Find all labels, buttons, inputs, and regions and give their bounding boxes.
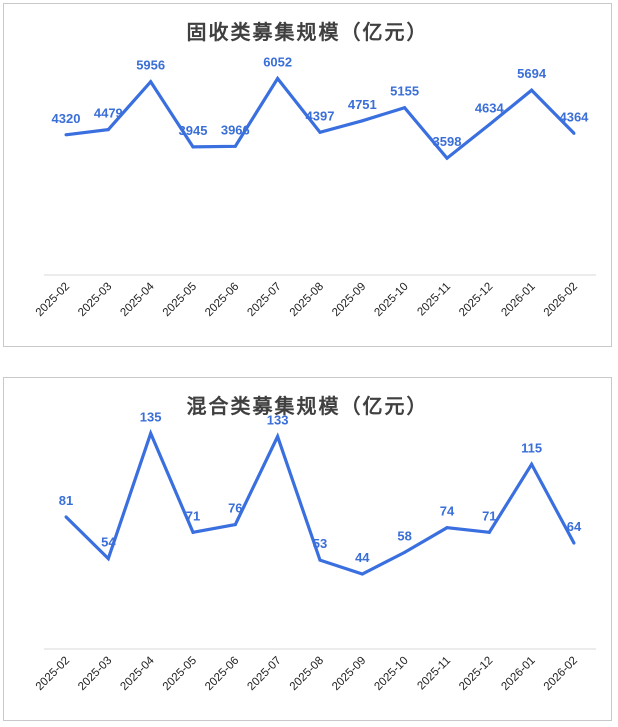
x-tick-label: 2025-06 (203, 655, 241, 693)
data-point (360, 572, 364, 576)
data-point (403, 550, 407, 554)
fixed-income-chart-panel: 固收类募集规模（亿元） 4320 4479 5956 3945 3966 6052 4397… (3, 3, 612, 347)
x-tick-label: 2025-10 (372, 281, 410, 319)
fixed-income-line-chart: 4320 4479 5956 3945 3966 6052 4397 4751 5155 3598… (34, 55, 596, 319)
data-label: 4320 (52, 111, 81, 126)
x-tick-label: 2025-11 (415, 281, 453, 319)
data-label: 4364 (559, 109, 589, 124)
x-tick-label: 2025-02 (34, 281, 72, 319)
data-label: 3945 (179, 123, 208, 138)
x-tick-label: 2025-12 (457, 655, 495, 693)
data-point (64, 133, 68, 137)
x-tick-label: 2025-05 (161, 655, 199, 693)
x-tick-label: 2025-02 (34, 655, 72, 693)
series-line (64, 428, 576, 576)
data-point (276, 77, 280, 81)
data-label: 71 (186, 508, 200, 523)
data-label: 4479 (94, 106, 123, 121)
x-tick-label: 2025-12 (457, 281, 495, 319)
data-label: 53 (313, 536, 327, 551)
data-point (487, 530, 491, 534)
x-tick-label: 2025-07 (245, 281, 283, 319)
data-label: 64 (567, 519, 582, 534)
data-label: 5155 (390, 84, 419, 99)
x-tick-label: 2025-03 (76, 281, 114, 319)
data-label: 4751 (348, 97, 377, 112)
data-label: 54 (101, 535, 116, 550)
data-point (318, 558, 322, 562)
x-tick-label: 2025-04 (118, 654, 157, 693)
x-tick-label: 2025-11 (415, 655, 453, 693)
chart-title: 混合类募集规模（亿元） (186, 394, 429, 418)
x-tick-label: 2025-08 (288, 281, 326, 319)
data-point (191, 145, 195, 149)
mixed-chart-panel: 混合类募集规模（亿元） 81 54 135 71 76 133 53 44 58 74 71 115 6… (3, 377, 612, 721)
x-tick-label: 2025-09 (330, 281, 368, 319)
x-tick-label: 2025-04 (118, 280, 157, 319)
data-label: 6052 (263, 55, 292, 70)
data-point (149, 431, 153, 435)
x-tick-label: 2025-09 (330, 655, 368, 693)
data-label: 115 (521, 440, 542, 455)
data-point (191, 530, 195, 534)
data-label: 44 (355, 550, 370, 565)
data-label: 3966 (221, 122, 250, 137)
data-label: 81 (59, 493, 73, 508)
data-point (233, 523, 237, 527)
x-tick-label: 2026-02 (542, 281, 580, 319)
data-point (149, 80, 153, 84)
data-point (360, 119, 364, 123)
data-label: 5694 (517, 66, 547, 81)
data-label: 4397 (306, 108, 335, 123)
data-point (403, 106, 407, 110)
data-point (572, 131, 576, 135)
data-label: 5956 (136, 58, 165, 73)
data-point (445, 156, 449, 160)
x-tick-label: 2025-08 (288, 655, 326, 693)
data-label: 135 (140, 409, 162, 424)
data-point (64, 515, 68, 519)
data-point (530, 462, 534, 466)
data-label: 58 (397, 528, 411, 543)
data-point (106, 557, 110, 561)
x-tick-label: 2025-10 (372, 655, 410, 693)
data-point (106, 128, 110, 132)
data-point (276, 435, 280, 439)
chart-title: 固收类募集规模（亿元） (186, 20, 429, 44)
data-point (487, 123, 491, 127)
x-tick-label: 2025-07 (245, 655, 283, 693)
data-label: 76 (228, 501, 242, 516)
x-tick-label: 2025-05 (161, 281, 199, 319)
data-point (318, 130, 322, 134)
x-tick-label: 2025-06 (203, 281, 241, 319)
x-tick-label: 2026-01 (499, 655, 537, 693)
x-tick-label: 2026-01 (499, 281, 537, 319)
x-tick-label: 2026-02 (542, 655, 580, 693)
data-point (530, 88, 534, 92)
x-tick-label: 2025-03 (76, 655, 114, 693)
data-point (572, 541, 576, 545)
data-label: 4634 (475, 101, 505, 116)
data-label: 71 (482, 508, 496, 523)
data-label: 3598 (433, 134, 462, 149)
data-point (445, 526, 449, 530)
data-point (233, 144, 237, 148)
data-label: 133 (267, 413, 289, 428)
data-label: 74 (440, 504, 455, 519)
